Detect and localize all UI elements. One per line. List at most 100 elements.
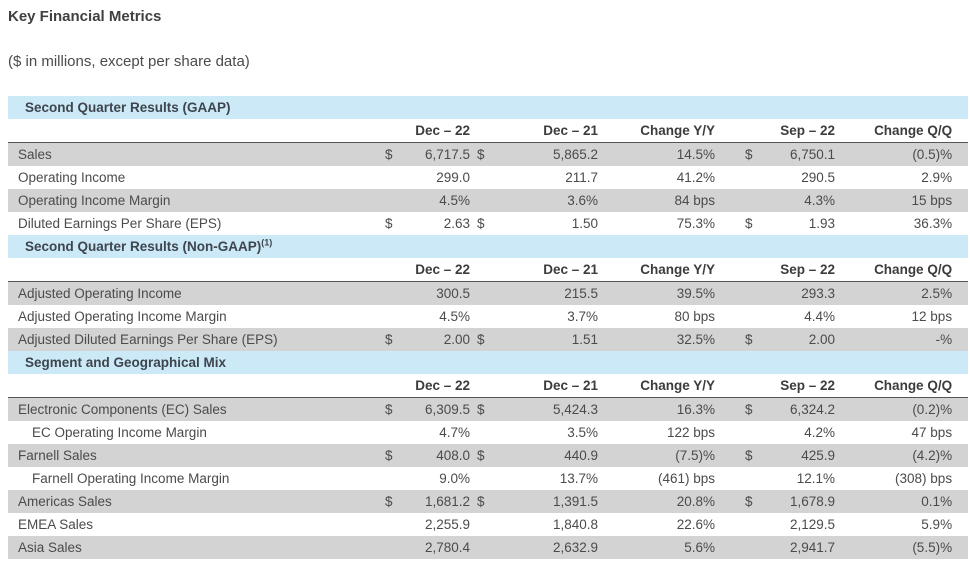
value-cell: 211.7: [502, 166, 598, 189]
value-cell: 3.5%: [502, 421, 598, 444]
section-title: Second Quarter Results (GAAP): [25, 100, 231, 115]
col-header-dec-21: Dec – 21: [470, 374, 598, 398]
row-label: EMEA Sales: [8, 513, 383, 536]
change-qq-cell: 36.3%: [835, 212, 969, 235]
row-label: Operating Income: [8, 166, 383, 189]
currency-symbol: $: [745, 444, 765, 467]
value-cell: 3.7%: [502, 305, 598, 328]
value-cell: 2.00: [765, 328, 835, 351]
table-row: Sales $6,717.5 $5,865.2 14.5% $6,750.1 (0.5)%: [8, 142, 969, 166]
table-row: EC Operating Income Margin 4.7% 3.5% 122 bp…: [8, 421, 969, 444]
table-row: Electronic Components (EC) Sales $6,309.5…: [8, 397, 969, 421]
table-row: Asia Sales 2,780.4 2,632.9 5.6% 2,941.7 (5.5)…: [8, 536, 969, 559]
currency-symbol: [383, 281, 408, 305]
table-row: Operating Income 299.0 211.7 41.2% 290.5 2.9%: [8, 166, 969, 189]
value-cell: 215.5: [502, 281, 598, 305]
col-header-change-qq: Change Q/Q: [835, 119, 969, 143]
currency-symbol: $: [470, 212, 502, 235]
column-header-spacer: [8, 258, 383, 282]
footnote-marker: (1): [261, 237, 273, 248]
table-row: Farnell Operating Income Margin 9.0% 13.7%…: [8, 467, 969, 490]
table-row: Americas Sales $1,681.2 $1,391.5 20.8% $1,67…: [8, 490, 969, 513]
value-cell: 3.6%: [502, 189, 598, 212]
table-row: Operating Income Margin 4.5% 3.6% 84 bps 4.3…: [8, 189, 969, 212]
value-cell: 4.7%: [408, 421, 470, 444]
section-title: Segment and Geographical Mix: [25, 355, 227, 370]
value-cell: 408.0: [408, 444, 470, 467]
currency-symbol: [745, 536, 765, 559]
table-row: Farnell Sales $408.0 $440.9 (7.5)% $425.9 (4.…: [8, 444, 969, 467]
change-yy-cell: 5.6%: [598, 536, 745, 559]
section-title-cell: Segment and Geographical Mix: [8, 351, 969, 374]
currency-symbol: [470, 536, 502, 559]
change-qq-cell: 2.9%: [835, 166, 969, 189]
value-cell: 6,750.1: [765, 142, 835, 166]
currency-symbol: [745, 166, 765, 189]
currency-symbol: $: [383, 490, 408, 513]
col-header-dec-22: Dec – 22: [383, 258, 470, 282]
currency-symbol: [383, 166, 408, 189]
col-header-change-yy: Change Y/Y: [598, 374, 745, 398]
currency-symbol: [383, 536, 408, 559]
change-qq-cell: (308) bps: [835, 467, 969, 490]
currency-symbol: $: [383, 444, 408, 467]
change-yy-cell: 22.6%: [598, 513, 745, 536]
col-header-sep-22: Sep – 22: [745, 374, 835, 398]
section-header-row: Segment and Geographical Mix: [8, 351, 969, 374]
row-label: Adjusted Operating Income Margin: [8, 305, 383, 328]
value-cell: 1,678.9: [765, 490, 835, 513]
row-label: Operating Income Margin: [8, 189, 383, 212]
currency-symbol: [745, 189, 765, 212]
table-row: Adjusted Diluted Earnings Per Share (EPS…: [8, 328, 969, 351]
change-qq-cell: 5.9%: [835, 513, 969, 536]
row-label: EC Operating Income Margin: [8, 421, 383, 444]
currency-symbol: $: [470, 397, 502, 421]
currency-symbol: $: [470, 444, 502, 467]
currency-symbol: [745, 513, 765, 536]
change-qq-cell: 2.5%: [835, 281, 969, 305]
value-cell: 4.5%: [408, 189, 470, 212]
value-cell: 4.4%: [765, 305, 835, 328]
value-cell: 2,941.7: [765, 536, 835, 559]
value-cell: 1.93: [765, 212, 835, 235]
row-label: Sales: [8, 142, 383, 166]
currency-symbol: [383, 189, 408, 212]
col-header-dec-21: Dec – 21: [470, 258, 598, 282]
currency-symbol: [470, 513, 502, 536]
page-title: Key Financial Metrics: [8, 8, 162, 25]
value-cell: 6,309.5: [408, 397, 470, 421]
change-yy-cell: (461) bps: [598, 467, 745, 490]
section-header-row: Second Quarter Results (Non-GAAP)(1): [8, 235, 969, 258]
table-row: Adjusted Operating Income Margin 4.5% 3.7%…: [8, 305, 969, 328]
currency-symbol: [745, 421, 765, 444]
currency-symbol: $: [745, 212, 765, 235]
column-header-row: Dec – 22 Dec – 21 Change Y/Y Sep – 22 Change…: [8, 258, 969, 282]
currency-symbol: [470, 189, 502, 212]
value-cell: 13.7%: [502, 467, 598, 490]
value-cell: 290.5: [765, 166, 835, 189]
column-header-spacer: [8, 119, 383, 143]
change-yy-cell: 20.8%: [598, 490, 745, 513]
change-qq-cell: 0.1%: [835, 490, 969, 513]
table-row: Diluted Earnings Per Share (EPS) $2.63 $1.…: [8, 212, 969, 235]
currency-symbol: $: [470, 328, 502, 351]
currency-symbol: [745, 467, 765, 490]
change-yy-cell: 39.5%: [598, 281, 745, 305]
col-header-dec-22: Dec – 22: [383, 119, 470, 143]
col-header-change-yy: Change Y/Y: [598, 258, 745, 282]
units-note: ($ in millions, except per share data): [8, 53, 250, 70]
change-yy-cell: 16.3%: [598, 397, 745, 421]
value-cell: 1.51: [502, 328, 598, 351]
row-label: Asia Sales: [8, 536, 383, 559]
value-cell: 293.3: [765, 281, 835, 305]
currency-symbol: [470, 281, 502, 305]
row-label: Diluted Earnings Per Share (EPS): [8, 212, 383, 235]
change-yy-cell: 75.3%: [598, 212, 745, 235]
row-label: Americas Sales: [8, 490, 383, 513]
value-cell: 2,255.9: [408, 513, 470, 536]
value-cell: 4.3%: [765, 189, 835, 212]
col-header-change-yy: Change Y/Y: [598, 119, 745, 143]
currency-symbol: [383, 513, 408, 536]
change-yy-cell: 122 bps: [598, 421, 745, 444]
currency-symbol: [470, 166, 502, 189]
